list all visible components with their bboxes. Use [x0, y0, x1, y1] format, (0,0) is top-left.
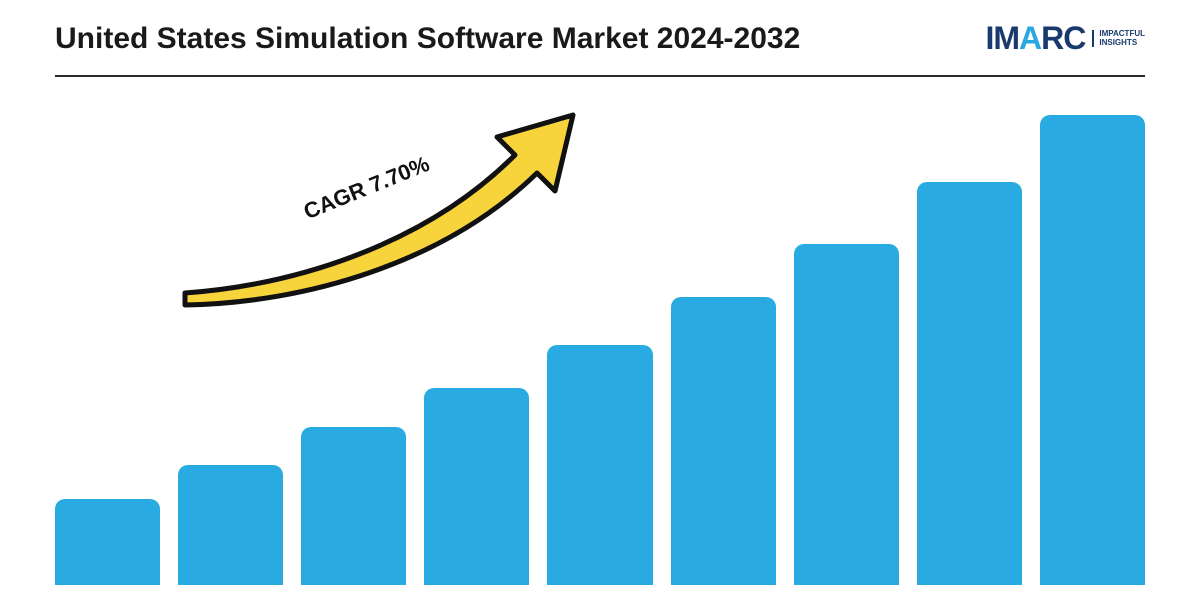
header-divider — [55, 75, 1145, 77]
chart-bar — [424, 388, 529, 585]
chart-bar — [671, 297, 776, 585]
bar-chart: CAGR 7.70% — [55, 105, 1145, 585]
bar-container — [55, 105, 1145, 585]
chart-bar — [794, 244, 899, 585]
chart-bar — [917, 182, 1022, 585]
chart-bar — [178, 465, 283, 585]
brand-logo: IMARC IMPACTFUL INSIGHTS — [986, 20, 1146, 57]
page-title: United States Simulation Software Market… — [55, 22, 800, 56]
chart-bar — [55, 499, 160, 585]
header: United States Simulation Software Market… — [55, 20, 1145, 57]
chart-bar — [1040, 115, 1145, 585]
chart-bar — [301, 427, 406, 585]
logo-text: IMARC — [986, 20, 1086, 57]
chart-bar — [547, 345, 652, 585]
logo-tagline: IMPACTFUL INSIGHTS — [1092, 30, 1145, 48]
